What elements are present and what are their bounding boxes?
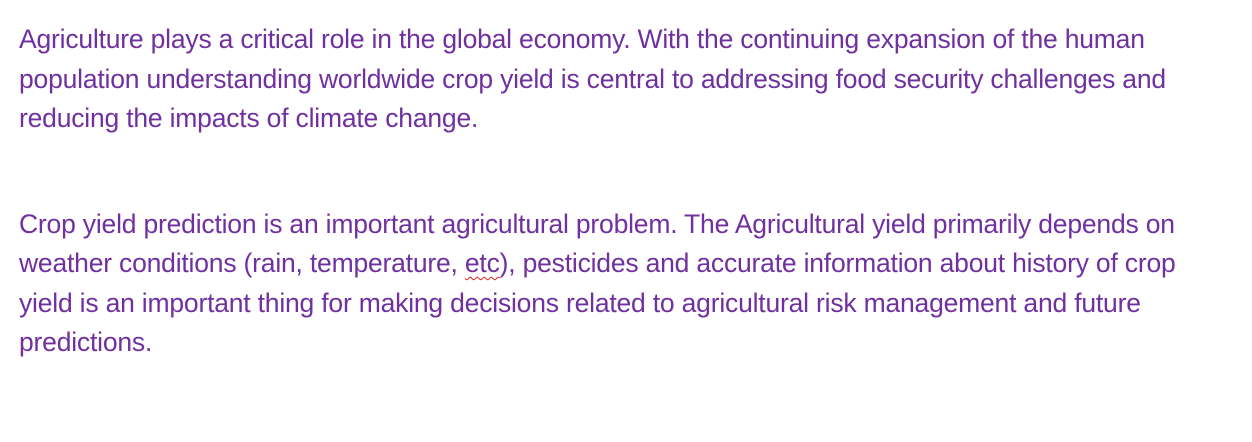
document-body: Agriculture plays a critical role in the… xyxy=(19,20,1234,363)
paragraph-agriculture-economy: Agriculture plays a critical role in the… xyxy=(19,24,1166,133)
paragraph-text-before: Crop yield prediction is an important ag… xyxy=(19,208,1175,279)
paragraph-crop-yield-prediction: Crop yield prediction is an important ag… xyxy=(19,205,1234,363)
misspelled-word-etc[interactable]: etc xyxy=(464,248,500,278)
paragraph-text-after: ), pesticides and accurate information a… xyxy=(19,248,1176,357)
